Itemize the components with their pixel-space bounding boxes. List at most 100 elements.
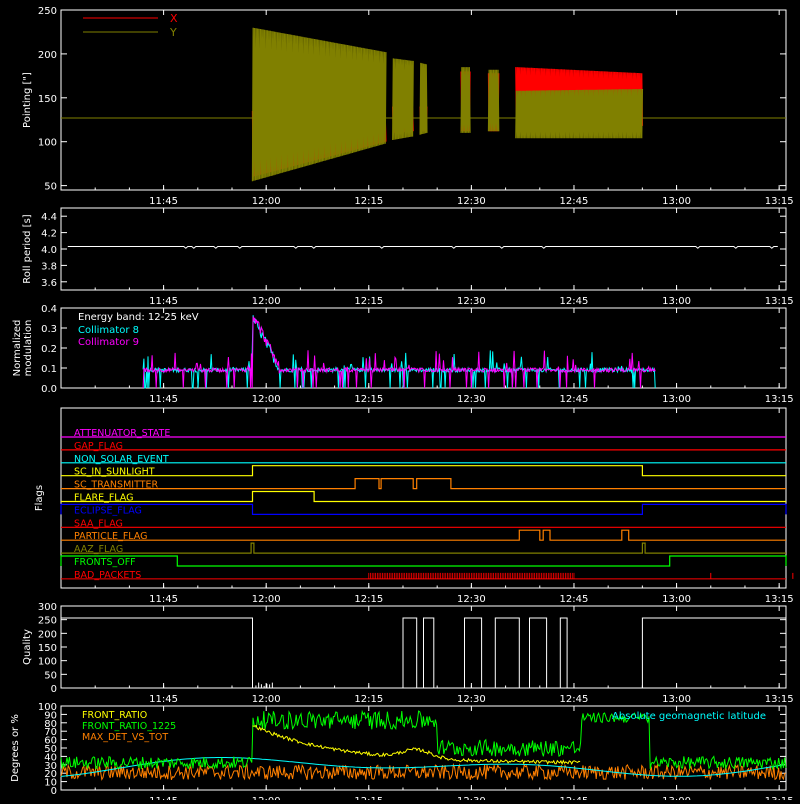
panel-4: 11:45 12:00 12:15 12:30 12:45 13:00 13:15 Flags… [34, 407, 794, 605]
panel-3: 11:45 12:00 12:15 12:30 12:45 13:00 13:15 0.0 0.… [12, 304, 794, 405]
flag-label: SC_TRANSMITTER [74, 480, 159, 491]
pointing-segment [419, 62, 428, 135]
y-tick-label: 200 [38, 50, 57, 61]
panel-1: 11:45 12:00 12:15 12:30 12:45 13:00 13:15 50 100… [22, 6, 794, 207]
x-tick-label: 11:45 [149, 296, 178, 307]
x-tick-label: 12:15 [354, 796, 383, 800]
flag-label: SAA_FLAG [74, 518, 123, 529]
y-tick-label: 300 [38, 602, 57, 613]
x-tick-label: 13:15 [765, 296, 794, 307]
x-tick-label: 12:30 [457, 296, 486, 307]
flag-label: PARTICLE_FLAG [74, 531, 147, 542]
y-tick-label: 0 [51, 684, 57, 695]
y-tick-label: 3.8 [41, 261, 57, 272]
modulation-series-2 [142, 316, 656, 389]
flag-row: SC_TRANSMITTER [61, 478, 786, 491]
flag-row: ECLIPSE_FLAG [60, 503, 787, 516]
x-tick-label: 12:45 [560, 796, 589, 800]
legend-label: Collimator 8 [78, 325, 139, 336]
series-front-ratio [252, 724, 581, 766]
flag-row: ATTENUATOR_STATE [61, 428, 786, 439]
y-axis-label: Flags [34, 485, 45, 511]
flag-row: NON_SOLAR_EVENT [61, 454, 786, 465]
flag-label: BAD_PACKETS [74, 570, 141, 581]
y-series-line [251, 27, 387, 182]
flag-row: SAA_FLAG [61, 518, 786, 529]
x-tick-label: 12:45 [560, 594, 589, 605]
y-tick-label: 250 [38, 616, 57, 627]
x-tick-label: 12:00 [252, 296, 281, 307]
pointing-segment [515, 67, 644, 139]
y-tick-label: 100 [38, 657, 57, 668]
x-tick-label: 13:00 [662, 394, 691, 405]
flag-label: AAZ_FLAG [74, 544, 123, 555]
y-tick-label: 50 [44, 744, 57, 755]
x-tick-label: 12:15 [354, 296, 383, 307]
x-tick-label: 12:00 [252, 394, 281, 405]
x-tick-label: 13:00 [662, 296, 691, 307]
legend-label: X [170, 12, 178, 25]
y-series-line [515, 88, 644, 139]
panel-2: 11:45 12:00 12:15 12:30 12:45 13:00 13:15 3.6 3.… [22, 207, 794, 307]
x-tick-label: 12:00 [252, 594, 281, 605]
y-tick-label: 10 [44, 778, 57, 789]
flag-label: ECLIPSE_FLAG [74, 505, 142, 516]
x-tick-label: 13:00 [662, 196, 691, 207]
quality-line [60, 617, 787, 689]
flag-label: GAP_FLAG [74, 441, 123, 452]
x-tick-label: 12:45 [560, 394, 589, 405]
x-tick-label: 13:15 [765, 694, 794, 705]
x-tick-label: 11:45 [149, 796, 178, 800]
series-max-det-vs-tot [60, 762, 787, 781]
flag-label: NON_SOLAR_EVENT [74, 454, 169, 465]
flag-label: FLARE_FLAG [74, 493, 134, 504]
x-tick-label: 12:00 [252, 796, 281, 800]
flag-trace [61, 542, 786, 554]
y-axis-label: Degrees or % [10, 714, 21, 782]
x-tick-label: 12:00 [252, 196, 281, 207]
flag-row: BAD_PACKETS [61, 570, 794, 581]
x-tick-label: 12:30 [457, 594, 486, 605]
x-tick-label: 12:15 [354, 594, 383, 605]
y-tick-label: 80 [44, 719, 57, 730]
y-tick-label: 4.2 [41, 229, 57, 240]
x-tick-label: 12:30 [457, 694, 486, 705]
x-tick-label: 12:15 [354, 196, 383, 207]
series-front-ratio-1225 [60, 709, 787, 771]
x-tick-label: 11:45 [149, 694, 178, 705]
flag-trace [61, 478, 786, 490]
y-tick-label: 4.4 [41, 212, 57, 223]
y-tick-label: 150 [38, 643, 57, 654]
flag-trace [61, 529, 786, 541]
x-tick-label: 12:30 [457, 394, 486, 405]
annotation-energy-band: Energy band: 12-25 keV [78, 312, 199, 323]
y-axis-label: Normalized [12, 320, 23, 377]
y-tick-label: 50 [44, 182, 57, 193]
plot-frame [60, 407, 787, 589]
modulation-line [142, 316, 656, 389]
x-tick-label: 13:00 [662, 694, 691, 705]
x-tick-label: 11:45 [149, 594, 178, 605]
x-tick-label: 12:15 [354, 394, 383, 405]
plot-frame [60, 9, 787, 191]
flag-label: ATTENUATOR_STATE [74, 428, 170, 439]
series-geomagnetic-latitude [60, 757, 785, 777]
panel-6: 11:45 12:00 12:15 12:30 12:45 13:00 13:15 01020… [10, 702, 794, 804]
flag-trace [61, 465, 786, 477]
y-tick-label: 100 [38, 702, 57, 713]
x-tick-label: 12:30 [457, 796, 486, 800]
panel-5: 11:45 12:00 12:15 12:30 12:45 13:00 13:15 0 50 10… [22, 602, 794, 705]
y-axis-label: Quality [22, 629, 33, 665]
y-tick-label: 50 [44, 670, 57, 681]
flag-row: FLARE_FLAG [61, 490, 786, 504]
pointing-segment [487, 69, 500, 132]
flag-label: FRONTS_OFF [74, 557, 136, 568]
x-tick-label: 12:45 [560, 694, 589, 705]
plot-frame [60, 207, 787, 291]
pointing-segment [392, 58, 414, 141]
flag-row: PARTICLE_FLAG [61, 529, 786, 542]
x-tick-label: 12:45 [560, 196, 589, 207]
x-tick-label: 12:30 [457, 196, 486, 207]
y-tick-label: 30 [44, 761, 57, 772]
